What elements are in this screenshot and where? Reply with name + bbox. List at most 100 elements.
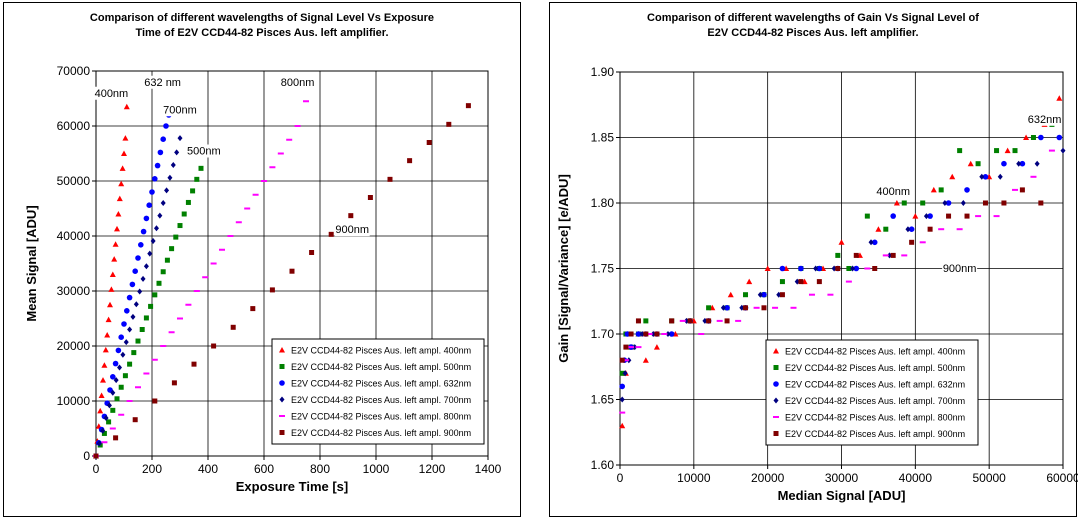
data-point [1001, 200, 1007, 206]
legend-marker [773, 381, 779, 387]
data-point [960, 200, 966, 206]
data-point [761, 291, 767, 298]
annotation-bg [1027, 112, 1063, 126]
data-point [635, 331, 642, 337]
data-point [927, 226, 933, 232]
data-point [753, 306, 760, 309]
data-point [957, 148, 963, 154]
data-point [779, 292, 785, 298]
data-point [167, 174, 173, 181]
data-point [190, 188, 196, 194]
data-point [779, 265, 786, 272]
data-point [808, 293, 815, 296]
data-point [174, 149, 180, 156]
data-point [132, 268, 138, 275]
data-point [219, 248, 225, 251]
annotation-label: 800nm [281, 77, 315, 89]
data-point [757, 291, 763, 298]
data-point [982, 200, 988, 206]
series-4 [619, 147, 1066, 403]
annotation-label: 632nm [1028, 114, 1062, 126]
data-point [850, 265, 856, 272]
legend-entry: E2V CCD44-82 Pisces Aus. left ampl. 632n… [785, 380, 965, 390]
y-tick-label: 1.80 [591, 196, 615, 210]
data-point [764, 265, 771, 271]
data-point [716, 319, 723, 322]
data-point [853, 252, 859, 258]
data-point [289, 268, 295, 274]
data-point [115, 347, 122, 354]
y-axis-label: Mean Signal [ADU] [24, 205, 39, 321]
data-point [622, 370, 628, 377]
legend-entry: E2V CCD44-82 Pisces Aus. left ampl. 400n… [785, 347, 965, 357]
legend-marker [773, 348, 779, 354]
data-point [739, 304, 745, 311]
data-point [945, 200, 952, 206]
legend-entry: E2V CCD44-82 Pisces Aus. left ampl. 800n… [785, 413, 965, 423]
data-point [151, 358, 158, 361]
data-point [642, 357, 649, 363]
data-point [901, 200, 907, 206]
data-point [93, 453, 99, 459]
data-point [883, 226, 889, 232]
data-point [1023, 134, 1030, 140]
annotation-bg [186, 144, 222, 158]
data-point [235, 221, 242, 224]
data-point [130, 313, 136, 320]
data-point [191, 361, 197, 367]
data-point [104, 332, 111, 338]
data-point [118, 384, 124, 390]
data-point [1004, 147, 1011, 154]
series-6 [619, 187, 1044, 363]
data-point [465, 103, 471, 109]
data-point [100, 427, 106, 434]
data-point [619, 357, 625, 363]
data-point [149, 189, 155, 195]
data-point [127, 361, 133, 367]
data-point [846, 266, 852, 271]
data-point [993, 215, 1000, 218]
data-point [211, 343, 217, 349]
data-point [927, 213, 933, 219]
data-point [132, 417, 138, 423]
data-point [157, 149, 164, 156]
data-point [114, 225, 120, 232]
data-point [152, 398, 158, 404]
data-point [148, 303, 154, 309]
data-point [143, 215, 150, 222]
data-point [124, 308, 130, 314]
data-point [244, 207, 251, 210]
data-point [967, 160, 974, 167]
data-point [698, 333, 705, 335]
x-axis-label: Median Signal [ADU] [778, 488, 906, 503]
data-point [112, 360, 119, 367]
data-point [98, 392, 105, 398]
data-point [121, 150, 127, 156]
chart-title: Comparison of different wavelengths of G… [647, 12, 979, 39]
chart-plot: 0 10000 20000 30000 40000 50000 60000 1.60 1.65 1… [556, 65, 1078, 503]
y-tick-label: 1.70 [591, 327, 615, 341]
data-point [1060, 147, 1066, 154]
data-point [160, 200, 166, 206]
y-tick-label: 0 [83, 449, 90, 463]
x-tick-label: 50000 [972, 471, 1006, 485]
data-point [127, 326, 133, 333]
y-tick-label: 20000 [57, 339, 91, 353]
legend-marker [773, 416, 779, 418]
data-point [890, 213, 896, 219]
legend-entry: E2V CCD44-82 Pisces Aus. left ampl. 400n… [291, 346, 471, 356]
data-point [679, 319, 686, 322]
data-point [813, 265, 819, 272]
data-point [110, 389, 116, 396]
data-point [126, 294, 133, 301]
legend-entry: E2V CCD44-82 Pisces Aus. left ampl. 900n… [291, 428, 471, 438]
series-6 [93, 103, 471, 459]
legend-marker [773, 365, 779, 370]
data-point [152, 176, 158, 182]
data-point [743, 305, 749, 311]
data-point [110, 407, 116, 413]
data-point [735, 319, 742, 322]
data-point [776, 291, 782, 298]
series-2 [93, 165, 204, 459]
data-point [654, 331, 660, 337]
